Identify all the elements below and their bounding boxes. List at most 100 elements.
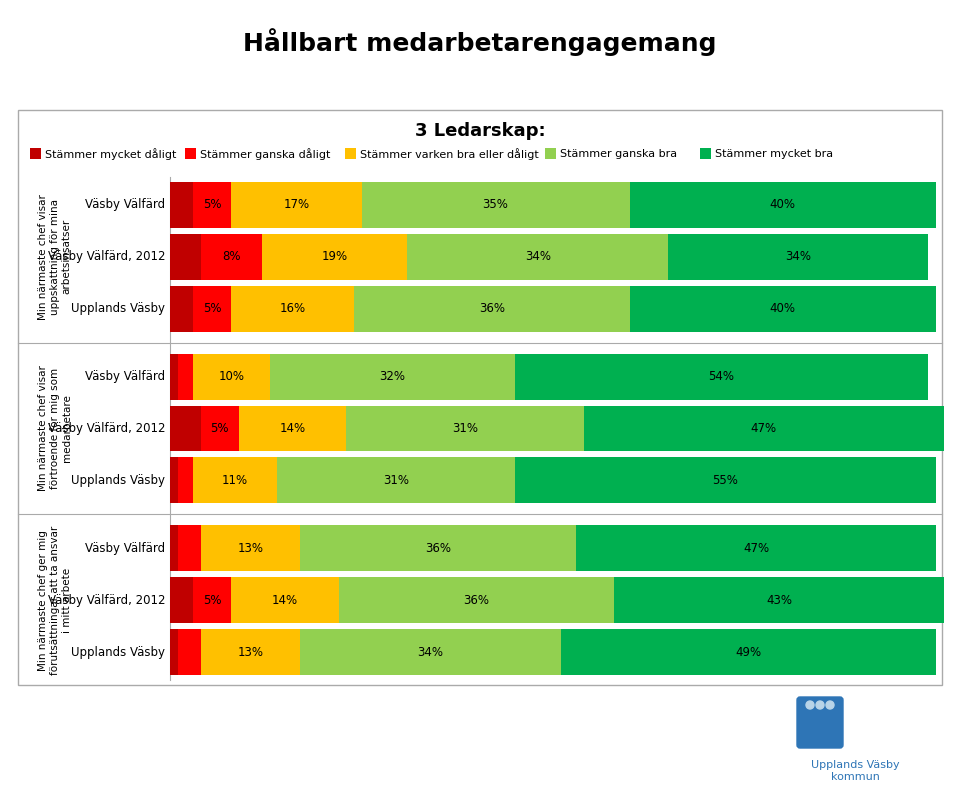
Text: 11%: 11% bbox=[222, 474, 249, 487]
Bar bbox=[201, 406, 239, 452]
Text: 47%: 47% bbox=[751, 422, 777, 435]
Text: 10%: 10% bbox=[218, 370, 244, 383]
Text: 31%: 31% bbox=[383, 474, 409, 487]
Text: Upplands Väsby: Upplands Väsby bbox=[71, 474, 165, 487]
Text: Min närmaste chef visar
uppskattning för mina
arbetsinsatser: Min närmaste chef visar uppskattning för… bbox=[38, 194, 72, 320]
Text: 54%: 54% bbox=[708, 370, 734, 383]
Circle shape bbox=[826, 701, 834, 709]
Bar bbox=[193, 577, 231, 623]
Bar bbox=[576, 525, 936, 571]
Text: 13%: 13% bbox=[237, 542, 263, 555]
Bar bbox=[178, 457, 193, 504]
Text: 34%: 34% bbox=[525, 250, 551, 263]
Bar bbox=[347, 406, 584, 452]
Bar bbox=[545, 148, 556, 159]
Text: 36%: 36% bbox=[425, 542, 451, 555]
Text: 47%: 47% bbox=[743, 542, 769, 555]
Bar bbox=[239, 406, 347, 452]
Bar bbox=[178, 525, 201, 571]
Bar bbox=[193, 286, 231, 332]
Bar bbox=[584, 406, 944, 452]
Bar bbox=[515, 457, 936, 504]
Text: 40%: 40% bbox=[770, 198, 796, 212]
Bar bbox=[170, 577, 193, 623]
Text: 36%: 36% bbox=[479, 302, 505, 315]
Bar bbox=[362, 182, 630, 228]
Text: 49%: 49% bbox=[735, 646, 761, 658]
Text: 5%: 5% bbox=[203, 198, 222, 212]
Bar bbox=[170, 286, 193, 332]
Bar bbox=[231, 182, 362, 228]
Bar bbox=[270, 354, 515, 399]
Bar bbox=[407, 234, 668, 280]
Bar bbox=[262, 234, 407, 280]
Text: Stämmer mycket dåligt: Stämmer mycket dåligt bbox=[45, 148, 177, 160]
Text: Väsby Välfärd, 2012: Väsby Välfärd, 2012 bbox=[47, 250, 165, 263]
Bar bbox=[178, 354, 193, 399]
Text: 43%: 43% bbox=[766, 593, 792, 606]
Text: Upplands Väsby: Upplands Väsby bbox=[71, 646, 165, 658]
Bar bbox=[354, 286, 630, 332]
Bar bbox=[18, 110, 942, 685]
Bar bbox=[170, 457, 178, 504]
Text: 14%: 14% bbox=[272, 593, 298, 606]
Text: 31%: 31% bbox=[452, 422, 478, 435]
Text: 3 Ledarskap:: 3 Ledarskap: bbox=[415, 122, 545, 140]
Text: 14%: 14% bbox=[279, 422, 305, 435]
Text: Stämmer ganska bra: Stämmer ganska bra bbox=[560, 149, 677, 159]
Bar bbox=[193, 354, 270, 399]
Bar bbox=[614, 577, 944, 623]
Circle shape bbox=[816, 701, 824, 709]
Text: Upplands Väsby
kommun: Upplands Väsby kommun bbox=[810, 760, 900, 782]
Bar bbox=[170, 629, 178, 675]
Text: Min närmaste chef ger mig
förutsättningar att ta ansvar
i mitt arbete: Min närmaste chef ger mig förutsättninga… bbox=[38, 525, 72, 674]
Text: 34%: 34% bbox=[785, 250, 811, 263]
Text: Väsby Välfärd, 2012: Väsby Välfärd, 2012 bbox=[47, 422, 165, 435]
Text: 35%: 35% bbox=[483, 198, 509, 212]
Text: 5%: 5% bbox=[203, 302, 222, 315]
Text: 5%: 5% bbox=[210, 422, 229, 435]
Bar bbox=[668, 234, 928, 280]
Text: 32%: 32% bbox=[379, 370, 405, 383]
Bar bbox=[185, 148, 196, 159]
Bar bbox=[300, 525, 576, 571]
Bar bbox=[170, 354, 178, 399]
Bar bbox=[515, 354, 928, 399]
Bar bbox=[178, 629, 201, 675]
Bar bbox=[193, 182, 231, 228]
Text: Upplands Väsby: Upplands Väsby bbox=[71, 302, 165, 315]
Text: Min närmaste chef visar
förtroende för mig som
medarbetare: Min närmaste chef visar förtroende för m… bbox=[38, 366, 72, 492]
Text: 5%: 5% bbox=[203, 593, 222, 606]
Bar bbox=[630, 182, 936, 228]
FancyBboxPatch shape bbox=[797, 697, 843, 748]
Bar bbox=[231, 577, 339, 623]
Bar bbox=[345, 148, 356, 159]
Text: 55%: 55% bbox=[712, 474, 738, 487]
Text: 40%: 40% bbox=[770, 302, 796, 315]
Bar bbox=[277, 457, 515, 504]
Bar bbox=[231, 286, 354, 332]
Bar bbox=[30, 148, 41, 159]
Bar bbox=[201, 234, 262, 280]
Text: 8%: 8% bbox=[222, 250, 241, 263]
Bar bbox=[300, 629, 561, 675]
Text: Väsby Välfärd, 2012: Väsby Välfärd, 2012 bbox=[47, 593, 165, 606]
Text: Stämmer varken bra eller dåligt: Stämmer varken bra eller dåligt bbox=[360, 148, 539, 160]
Text: Hållbart medarbetarengagemang: Hållbart medarbetarengagemang bbox=[243, 28, 717, 56]
Text: Väsby Välfärd: Väsby Välfärd bbox=[84, 198, 165, 212]
Circle shape bbox=[806, 701, 814, 709]
Bar bbox=[170, 525, 178, 571]
Text: 16%: 16% bbox=[279, 302, 305, 315]
Bar bbox=[170, 234, 201, 280]
Bar bbox=[561, 629, 936, 675]
Text: Väsby Välfärd: Väsby Välfärd bbox=[84, 542, 165, 555]
Bar bbox=[201, 629, 300, 675]
Bar bbox=[201, 525, 300, 571]
Bar bbox=[700, 148, 711, 159]
Text: Stämmer mycket bra: Stämmer mycket bra bbox=[715, 149, 833, 159]
Text: 17%: 17% bbox=[283, 198, 309, 212]
Text: 13%: 13% bbox=[237, 646, 263, 658]
Text: 36%: 36% bbox=[464, 593, 490, 606]
Bar bbox=[339, 577, 614, 623]
Text: Stämmer ganska dåligt: Stämmer ganska dåligt bbox=[200, 148, 330, 160]
